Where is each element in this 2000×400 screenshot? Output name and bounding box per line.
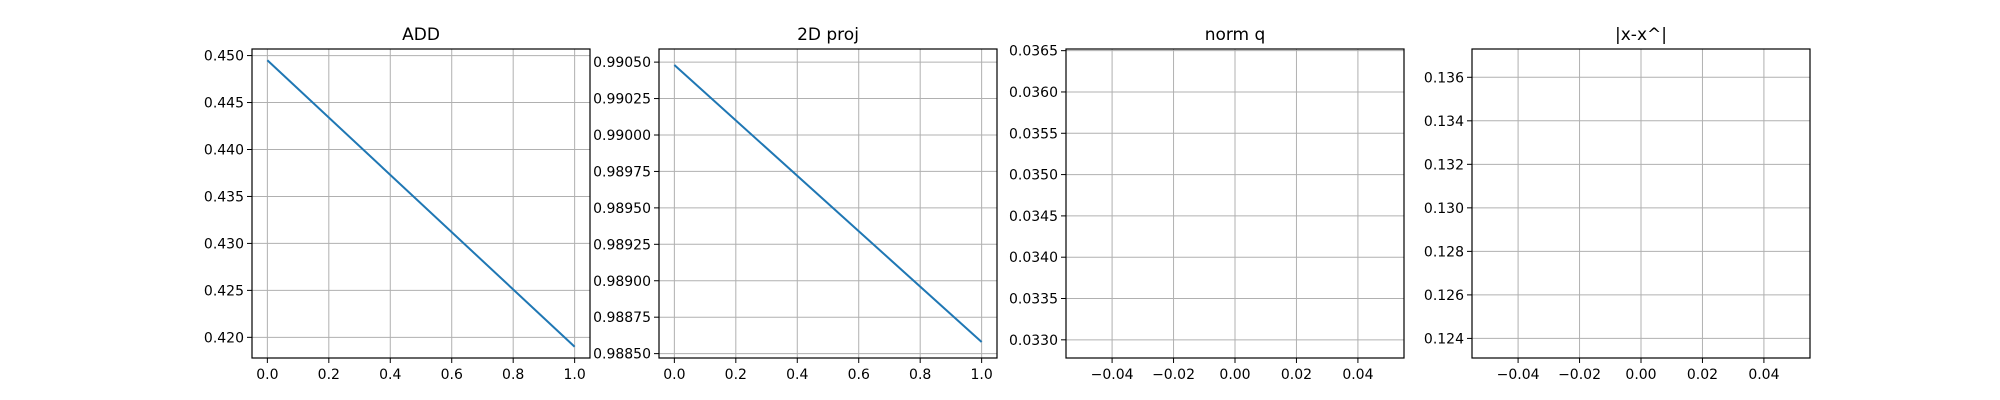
y-tick-label: 0.134 [1424, 114, 1464, 130]
y-tick-label: 0.0355 [1009, 126, 1058, 142]
y-tick-label: 0.445 [204, 96, 244, 112]
x-tick-label: 0.4 [379, 367, 401, 383]
y-tick-label: 0.98925 [593, 237, 651, 253]
x-tick-label: 0.04 [1342, 367, 1373, 383]
subplot-2: 0.0 0.2 0.4 0.6 0.8 1.0 0.98850 0.98875 0.98900 0… [593, 25, 998, 383]
axes-frame [251, 48, 591, 359]
y-tick-label: 0.98900 [593, 274, 651, 290]
y-tick-label: 0.0330 [1009, 333, 1058, 349]
y-tick-label: 0.124 [1424, 331, 1464, 347]
y-tick-label: 0.440 [204, 142, 244, 158]
y-tick-label: 0.130 [1424, 201, 1464, 217]
y-tick-label: 0.132 [1424, 157, 1464, 173]
y-tick-label: 0.98950 [593, 201, 651, 217]
axes-frame [658, 48, 998, 359]
x-tick-label: 0.4 [786, 367, 808, 383]
y-tick-label: 0.0350 [1009, 168, 1058, 184]
x-tick-label: 0.8 [502, 367, 524, 383]
series-line [673, 64, 983, 343]
y-tick-label: 0.0335 [1009, 292, 1058, 308]
x-tick-label: 0.8 [909, 367, 931, 383]
subplot-title: 2D proj [797, 25, 859, 45]
y-tick-label: 0.99050 [593, 55, 651, 71]
y-tick-label: 0.430 [204, 236, 244, 252]
x-tick-label: −0.02 [1152, 367, 1195, 383]
y-tick-label: 0.98875 [593, 310, 651, 326]
subplot-4: −0.04 −0.02 0.00 0.02 0.04 0.124 0.126 0.128 0.1… [1424, 25, 1811, 383]
y-tick-label: 0.0345 [1009, 209, 1058, 225]
y-tick-label: 0.420 [204, 330, 244, 346]
y-tick-label: 0.425 [204, 283, 244, 299]
y-tick-label: 0.450 [204, 49, 244, 65]
x-tick-label: −0.04 [1497, 367, 1540, 383]
x-tick-label: −0.04 [1091, 367, 1134, 383]
y-tick-label: 0.99025 [593, 92, 651, 108]
subplot-title: norm q [1205, 25, 1266, 45]
x-tick-label: 1.0 [564, 367, 586, 383]
x-tick-label: 0.02 [1281, 367, 1312, 383]
y-tick-label: 0.128 [1424, 244, 1464, 260]
y-tick-label: 0.0365 [1009, 44, 1058, 60]
y-tick-label: 0.126 [1424, 288, 1464, 304]
x-tick-label: −0.02 [1558, 367, 1601, 383]
x-tick-label: 0.00 [1625, 367, 1656, 383]
x-tick-label: 1.0 [971, 367, 993, 383]
y-tick-label: 0.136 [1424, 70, 1464, 86]
subplot-title: |x-x^| [1615, 25, 1667, 45]
x-tick-label: 0.2 [725, 367, 747, 383]
y-tick-label: 0.0340 [1009, 250, 1058, 266]
x-tick-label: 0.6 [848, 367, 870, 383]
subplot-3: −0.04 −0.02 0.00 0.02 0.04 0.0330 0.0335 0.0340… [1009, 25, 1405, 383]
x-tick-label: 0.2 [318, 367, 340, 383]
y-tick-label: 0.0360 [1009, 85, 1058, 101]
y-tick-label: 0.98975 [593, 164, 651, 180]
x-tick-label: 0.6 [441, 367, 463, 383]
x-tick-label: 0.04 [1748, 367, 1779, 383]
y-tick-label: 0.99000 [593, 128, 651, 144]
series-line [266, 59, 576, 348]
x-tick-label: 0.00 [1219, 367, 1250, 383]
subplot-title: ADD [402, 25, 440, 45]
subplot-1: 0.0 0.2 0.4 0.6 0.8 1.0 0.420 0.425 0.430 0.435 0.… [204, 25, 591, 383]
x-tick-label: 0.0 [663, 367, 685, 383]
x-tick-label: 0.02 [1687, 367, 1718, 383]
y-tick-label: 0.98850 [593, 347, 651, 363]
x-tick-label: 0.0 [256, 367, 278, 383]
y-tick-label: 0.435 [204, 189, 244, 205]
